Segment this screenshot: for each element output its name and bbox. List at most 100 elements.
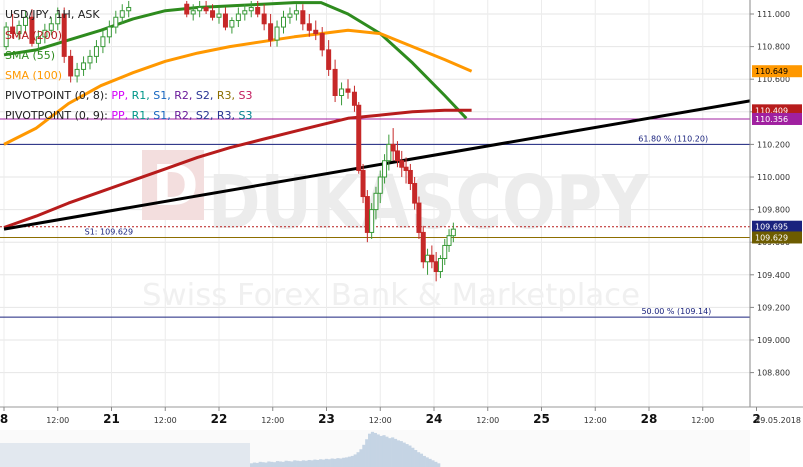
price-tag: [752, 112, 802, 125]
volume-bar: [428, 458, 432, 467]
candle-body: [35, 36, 41, 44]
candle-body: [274, 26, 280, 41]
volume-bar: [437, 463, 441, 467]
x-tick-label: 12:00: [584, 416, 607, 425]
volume-bar: [310, 460, 314, 467]
candle-body: [306, 23, 312, 31]
price-tag-label: 109.629: [755, 233, 788, 242]
y-tick-label: 109.200: [757, 303, 790, 312]
candle-body: [416, 202, 422, 233]
candle-body: [87, 55, 93, 64]
price-tag: [752, 231, 802, 244]
volume-bar: [425, 457, 429, 467]
volume-bar: [281, 461, 285, 467]
volume-bar: [316, 459, 320, 467]
legend-item[interactable]: PIVOTPOINT (0, 8): PP, R1, S1, R2, S2, R…: [5, 89, 252, 102]
legend-item-part: R2,: [174, 89, 196, 102]
y-tick-label: 108.800: [757, 369, 790, 378]
candle-body: [210, 10, 216, 18]
price-tag: [752, 220, 802, 233]
volume-bar: [324, 458, 329, 467]
watermark-logo-letter: D: [152, 154, 198, 219]
candle-body: [281, 16, 286, 28]
volume-bar: [376, 434, 380, 467]
y-axis: 111.000110.800110.600110.400110.200110.0…: [749, 0, 803, 407]
watermark-brand: DUKASCOPY: [208, 160, 649, 246]
volume-bar: [347, 456, 352, 467]
candle-body: [100, 36, 106, 48]
candle-body: [437, 258, 443, 273]
volume-bar: [373, 432, 377, 467]
candle-body: [55, 13, 61, 25]
y-tick-label: 110.000: [757, 173, 790, 182]
series-line: [3, 108, 472, 229]
volume-bar: [330, 458, 334, 467]
legend-item-part: S3: [238, 109, 253, 122]
candle-body: [364, 196, 370, 233]
candle-body: [425, 254, 431, 263]
candle-body: [126, 6, 132, 12]
volume-bar: [267, 461, 271, 467]
candle-body: [373, 192, 379, 211]
volume-bar: [301, 460, 305, 467]
volume-bar: [391, 437, 395, 467]
candle-body: [74, 68, 80, 77]
trendline[interactable]: [3, 98, 757, 231]
volume-bar: [321, 459, 326, 467]
y-tick-label: 110.600: [757, 75, 790, 84]
candle-body: [10, 26, 16, 35]
legend-item-part: S2,: [195, 89, 217, 102]
candle-body: [93, 46, 99, 57]
candle-body: [420, 231, 426, 263]
legend-item[interactable]: SMA (200): [5, 29, 62, 42]
candle-body: [369, 209, 375, 233]
volume-bar: [359, 449, 363, 467]
candle-body: [216, 13, 222, 18]
series-line: [3, 1, 468, 120]
candle-body: [450, 228, 456, 237]
x-tick-label: 12:00: [46, 416, 69, 425]
x-tick-label: 12:00: [261, 416, 284, 425]
candle-body: [356, 104, 362, 171]
candle-body: [81, 62, 87, 70]
candle-body: [390, 143, 396, 152]
candle-body: [293, 10, 299, 15]
volume-bar: [270, 461, 274, 467]
x-tick-label: 22: [211, 412, 228, 426]
watermark: D DUKASCOPY Swiss Forex Bank & Marketplace: [142, 150, 649, 313]
legend-item-part: S2,: [195, 109, 217, 122]
legend-item[interactable]: SMA (55): [5, 49, 55, 62]
candle-body: [446, 235, 452, 246]
candle-body: [61, 13, 67, 57]
legend-item[interactable]: SMA (100): [5, 69, 62, 82]
x-tick-label: 21: [103, 412, 120, 426]
volume-strip: [0, 430, 750, 467]
candle-body: [190, 10, 196, 15]
candle-body: [300, 10, 306, 25]
volume-bar: [422, 455, 426, 467]
y-tick-label: 109.800: [757, 206, 790, 215]
candle-body: [23, 16, 28, 26]
x-tick-label: 12:00: [476, 416, 499, 425]
legend-item[interactable]: PIVOTPOINT (0, 9): PP, R1, S1, R2, S2, R…: [5, 109, 252, 122]
price-tag-label: 110.649: [755, 67, 788, 76]
legend-item-part: S3: [238, 89, 253, 102]
volume-bar: [258, 461, 262, 467]
candle-body: [399, 160, 405, 168]
volume-bar: [362, 444, 366, 467]
volume-bar: [345, 457, 349, 467]
x-tick-label: 2: [752, 412, 760, 426]
y-tick-label: 109.000: [757, 336, 790, 345]
legend-item-part: R3,: [216, 109, 239, 122]
volume-bar: [408, 445, 412, 467]
price-tag-label: 110.356: [755, 115, 788, 124]
legend-item-part: S1,: [153, 109, 175, 122]
volume-bar: [353, 454, 357, 467]
volume-bar: [399, 441, 403, 467]
volume-bar: [287, 461, 291, 467]
candle-body: [339, 88, 345, 97]
volume-bar: [298, 461, 303, 467]
candle-body: [351, 91, 357, 106]
volume-bar: [293, 460, 297, 467]
